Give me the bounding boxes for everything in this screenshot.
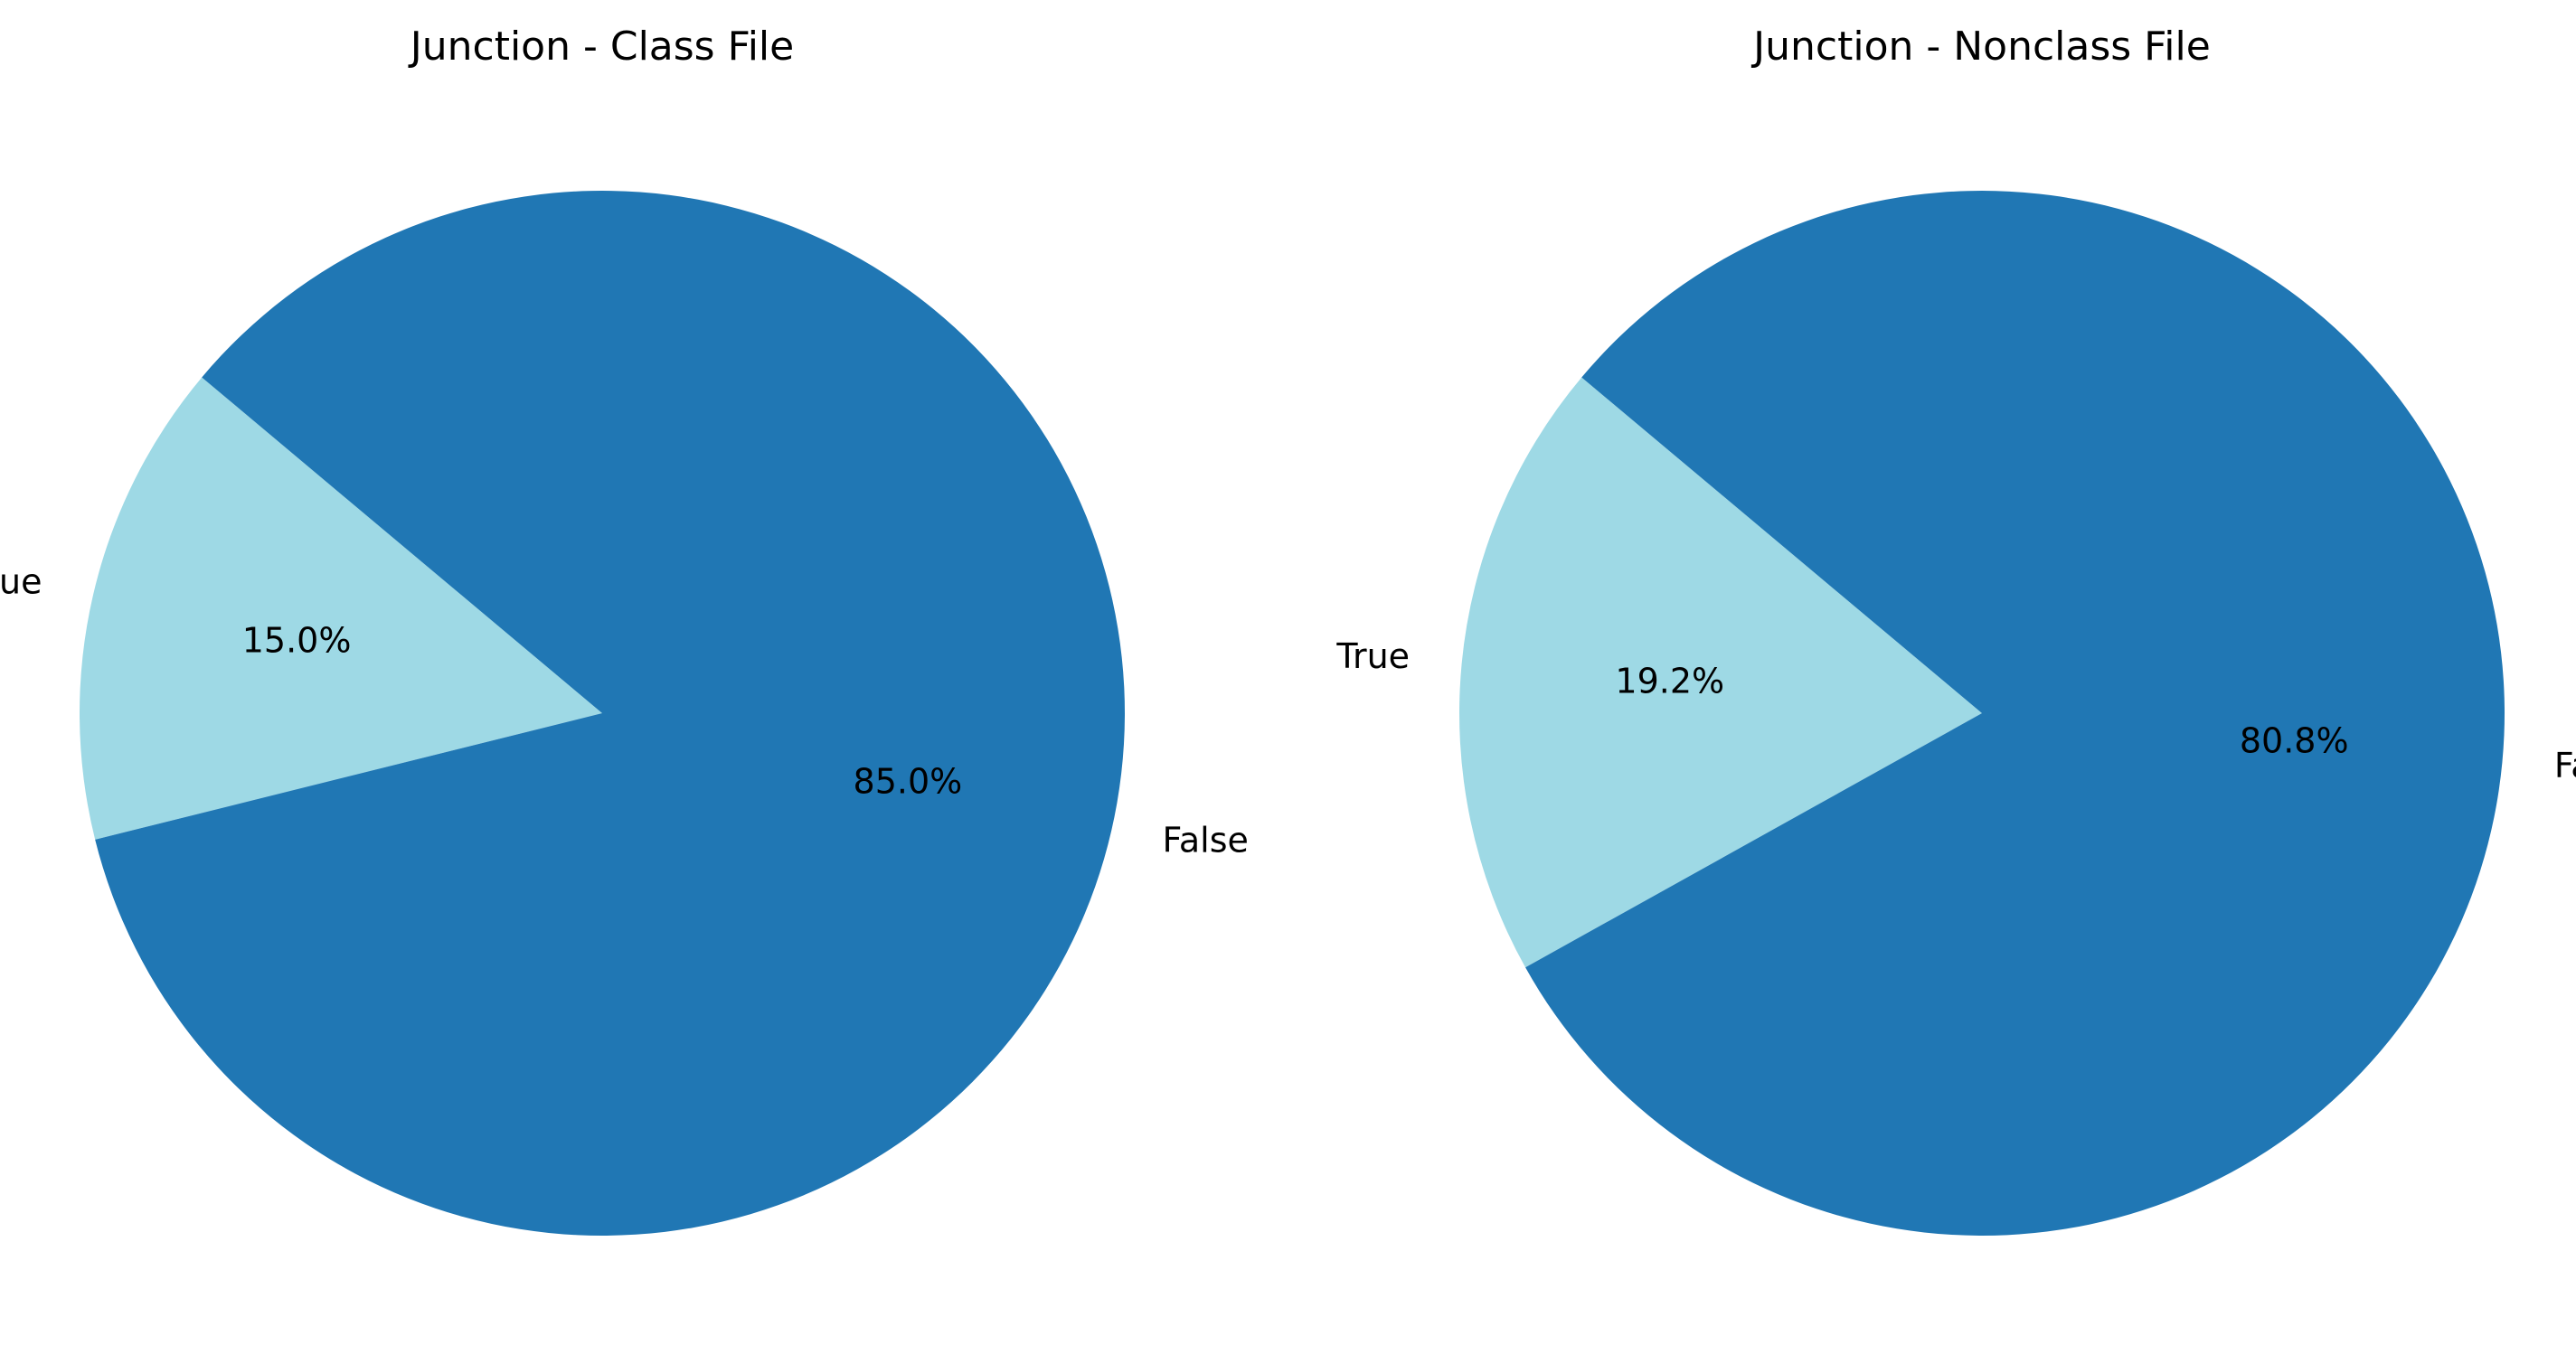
slice-percent-label: 19.2%	[1615, 662, 1724, 701]
chart-title: Junction - Class File	[408, 24, 794, 70]
chart-title: Junction - Nonclass File	[1750, 24, 2211, 70]
pie-slice-false	[95, 191, 1125, 1237]
slice-label: True	[0, 561, 42, 601]
slice-label: False	[2554, 746, 2576, 785]
slice-label: True	[1335, 636, 1410, 676]
pie-slice-true	[1459, 377, 1982, 968]
slice-percent-label: 15.0%	[242, 620, 352, 660]
slice-percent-label: 85.0%	[854, 762, 963, 802]
pie-slice-false	[1525, 190, 2505, 1237]
pie-chart-class-file: Junction - Class File True 15.0% False 85.0…	[0, 24, 1249, 1237]
pie-slice-true	[80, 377, 603, 840]
slice-label: False	[1163, 821, 1249, 861]
pie-chart-nonclass-file: Junction - Nonclass File True 19.2% False 8…	[1335, 24, 2576, 1237]
slice-percent-label: 80.8%	[2240, 720, 2349, 760]
